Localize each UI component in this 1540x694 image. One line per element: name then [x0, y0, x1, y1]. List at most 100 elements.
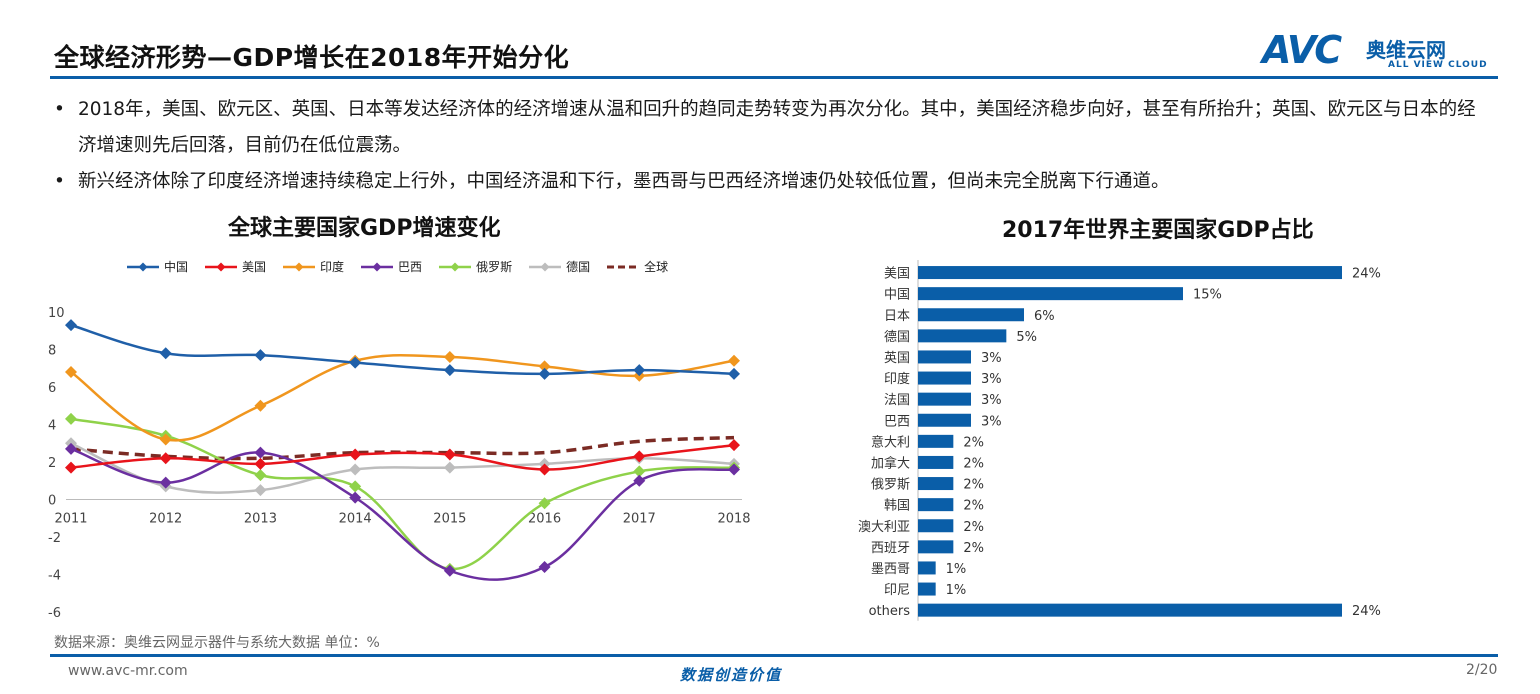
- bar-category-label: 澳大利亚: [858, 519, 910, 535]
- data-point: [443, 364, 456, 377]
- legend-item: 美国: [204, 258, 266, 275]
- bar: [918, 477, 954, 491]
- bar-value-label: 5%: [1016, 330, 1037, 345]
- y-tick-label: 0: [48, 494, 56, 509]
- bar-category-label: 巴西: [884, 414, 910, 429]
- page-title: 全球经济形势—GDP增长在2018年开始分化: [54, 43, 570, 72]
- legend-item: 巴西: [360, 258, 422, 275]
- footer-url[interactable]: www.avc-mr.com: [68, 663, 188, 679]
- footer-slogan: 数据创造价值: [680, 666, 783, 684]
- footer-divider: [50, 654, 1498, 657]
- bullet-dot-icon: •: [54, 99, 65, 120]
- data-point: [538, 463, 551, 476]
- legend-swatch: [205, 262, 238, 271]
- bar-category-label: 法国: [884, 393, 910, 408]
- legend-item: 德国: [528, 258, 590, 275]
- x-tick-label: 2017: [623, 512, 656, 527]
- bar: [918, 371, 971, 385]
- y-tick-label: -2: [48, 531, 61, 546]
- y-tick-label: 2: [48, 456, 56, 471]
- data-point: [254, 457, 267, 470]
- line-chart-legend: 中国 美国 印度 巴西 俄罗斯 德国 全球: [126, 258, 684, 278]
- y-tick-label: 10: [48, 306, 65, 321]
- data-point: [728, 367, 740, 380]
- series-line: [70, 353, 735, 442]
- bar: [918, 455, 954, 469]
- bullet-item: • 2018年，美国、欧元区、英国、日本等发达经济体的经济增速从温和回升的趋同走…: [52, 92, 1492, 164]
- data-point: [159, 433, 172, 446]
- bar-category-label: 中国: [884, 288, 910, 303]
- data-point: [254, 399, 267, 412]
- bar-value-label: 3%: [981, 393, 1002, 408]
- data-point: [254, 469, 267, 482]
- legend-swatch: [283, 262, 316, 271]
- bar-category-label: 美国: [884, 267, 910, 282]
- bar-value-label: 3%: [981, 351, 1002, 366]
- series-line: [70, 323, 735, 376]
- bar-value-label: 1%: [946, 583, 967, 598]
- series-line: [70, 447, 735, 581]
- bar-category-label: 墨西哥: [871, 562, 910, 577]
- bar-category-label: 西班牙: [871, 541, 910, 556]
- legend-swatch: [607, 265, 640, 268]
- bar-category-label: 德国: [884, 330, 910, 345]
- data-point: [254, 446, 267, 459]
- bar-value-label: 3%: [981, 372, 1002, 387]
- series-line: [70, 435, 735, 461]
- bar-category-label: others: [869, 604, 911, 619]
- series-全球: [70, 435, 735, 461]
- y-tick-label: 6: [48, 381, 56, 396]
- legend-swatch: [529, 262, 562, 271]
- series-line: [70, 417, 735, 571]
- data-point: [254, 349, 267, 362]
- data-point: [349, 463, 362, 476]
- logo-english-name: ALL VIEW CLOUD: [1388, 60, 1488, 70]
- data-point: [443, 564, 456, 577]
- legend-swatch: [439, 262, 472, 271]
- data-point: [538, 561, 551, 573]
- data-point: [633, 474, 646, 487]
- avc-logo: AVC 奥维云网 ALL VIEW CLOUD: [1262, 28, 1498, 74]
- title-divider: [50, 76, 1498, 79]
- data-point: [633, 364, 646, 377]
- bullet-text: 新兴经济体除了印度经济增速持续稳定上行外，中国经济温和下行，墨西哥与巴西经济增速…: [78, 171, 1170, 192]
- bar: [918, 413, 971, 427]
- data-point: [65, 319, 77, 332]
- series-line: [70, 443, 735, 471]
- data-point: [349, 356, 362, 369]
- bar-value-label: 1%: [946, 562, 967, 577]
- data-point: [633, 450, 646, 463]
- data-point: [349, 480, 362, 493]
- bar: [918, 392, 971, 406]
- data-point: [728, 354, 740, 367]
- data-point: [159, 452, 172, 465]
- legend-label: 印度: [320, 260, 345, 274]
- data-point: [633, 465, 646, 478]
- bar-category-label: 俄罗斯: [871, 478, 910, 493]
- bar-value-label: 15%: [1193, 288, 1222, 303]
- bar: [918, 434, 954, 448]
- legend-label: 德国: [566, 260, 591, 274]
- series-巴西: [65, 442, 740, 581]
- y-tick-label: -4: [48, 569, 61, 584]
- bar-category-label: 印尼: [884, 583, 910, 598]
- bar-value-label: 3%: [981, 414, 1002, 429]
- legend-item: 俄罗斯: [438, 258, 512, 275]
- data-point: [728, 463, 740, 476]
- bar-category-label: 英国: [884, 351, 910, 366]
- data-point: [538, 360, 551, 373]
- bar-chart-title: 2017年世界主要国家GDP占比: [1002, 218, 1314, 243]
- bar: [918, 519, 954, 533]
- data-point: [65, 412, 77, 425]
- data-point: [159, 347, 172, 360]
- legend-swatch: [361, 262, 394, 271]
- page-number: 2/20: [1466, 662, 1498, 678]
- y-tick-label: 8: [48, 344, 56, 359]
- x-tick-label: 2018: [717, 512, 750, 527]
- legend-item: 印度: [282, 258, 344, 275]
- data-point: [443, 351, 456, 363]
- bar: [918, 350, 971, 364]
- series-美国: [65, 439, 740, 476]
- data-point: [728, 439, 740, 452]
- bar-value-label: 2%: [963, 435, 984, 450]
